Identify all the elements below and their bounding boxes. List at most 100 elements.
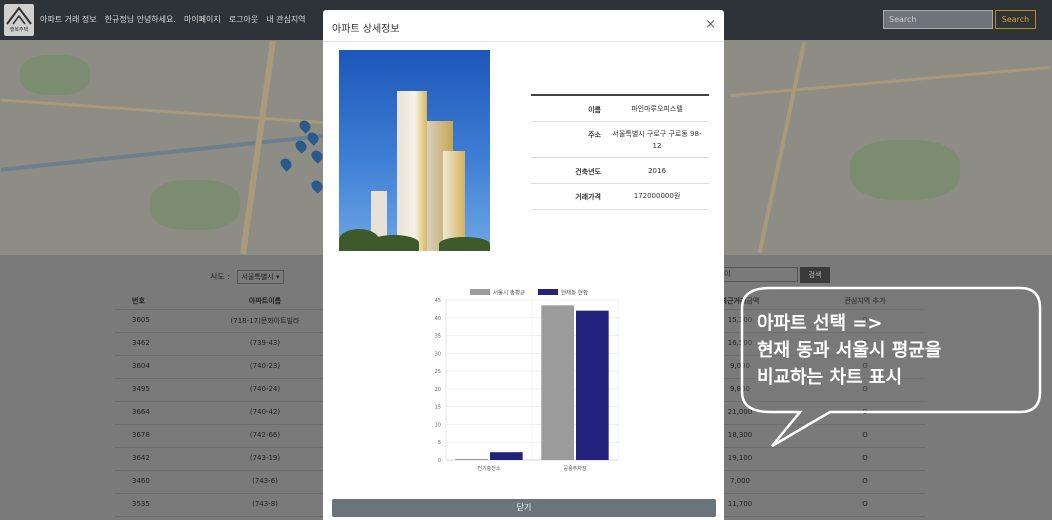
info-value: 2016 [648, 167, 666, 175]
cell-price: 9,000 [729, 362, 751, 370]
callout-line: 비교하는 차트 표시 [757, 367, 903, 388]
y-tick-label: 20 [435, 387, 441, 393]
sido-select[interactable]: 서울특별시 ▾ [236, 270, 285, 284]
callout-text: 아파트 선택 => 현재 동과 서울시 평균을 비교하는 차트 표시 [757, 310, 941, 391]
cell-name: (718-17)문화아트빌라 [230, 317, 300, 325]
apartment-photo [339, 50, 490, 251]
y-tick-label: 45 [435, 298, 441, 304]
modal-title: 아파트 상세정보 [332, 24, 400, 35]
photo-tower [443, 151, 465, 251]
y-tick-label: 0 [438, 458, 441, 464]
info-row-year: 건축년도 2016 [531, 158, 709, 184]
y-tick-label: 30 [435, 351, 441, 357]
bar [576, 310, 609, 460]
house-icon [6, 6, 32, 25]
callout-line: 아파트 선택 => [757, 313, 883, 334]
modal-header: 아파트 상세정보 × [323, 10, 724, 42]
bar [455, 458, 488, 460]
info-value: 파인마루오피스텔 [631, 105, 683, 113]
map-park [850, 140, 960, 200]
close-button[interactable]: 닫기 [332, 499, 716, 517]
cell-fav[interactable]: O [862, 477, 868, 485]
info-value: 172000000원 [633, 192, 681, 200]
cell-name: (740-42) [249, 408, 281, 416]
x-tick-label: 공용주차장 [563, 465, 586, 472]
bar [490, 452, 523, 460]
header-no: 번호 [132, 297, 145, 305]
apt-detail-modal: 아파트 상세정보 × 이름 파인마루오피스텔 주소 서울특별시 구로구 구로동 … [323, 10, 724, 520]
logo-text: 행복주택 [9, 27, 29, 33]
cell-fav[interactable]: O [862, 454, 868, 462]
map-park [20, 55, 90, 95]
cell-name: (740-23) [249, 362, 281, 370]
y-tick-label: 10 [435, 422, 441, 428]
cell-price: 18,300 [727, 431, 753, 439]
cell-no: 3678 [132, 431, 150, 439]
nav-search-input[interactable]: Search [883, 10, 993, 29]
filters: 시도 : 서울특별시 ▾ [210, 270, 285, 284]
apt-search-button[interactable]: 검색 [800, 267, 830, 283]
bar [541, 305, 574, 460]
nav-mypage[interactable]: 마이페이지 [183, 15, 221, 24]
cell-name: (740-24) [249, 385, 281, 393]
photo-tree [369, 235, 419, 251]
nav-links: 아파트 거래 정보 한규정님 안녕하세요. 마이페이지 로그아웃 내 관심지역 [40, 14, 306, 25]
x-tick-label: 전기충전소 [477, 465, 500, 472]
nav-interest-area[interactable]: 내 관심지역 [266, 15, 306, 24]
header-price: 최근거래금액 [720, 297, 760, 305]
info-value: 서울특별시 구로구 구로동 98-12 [612, 130, 702, 150]
legend-label: 서울시 총평균 [493, 289, 525, 297]
cell-name: (739-43) [249, 339, 281, 347]
legend-label: 현재동 현황 [561, 289, 588, 297]
cell-name: (743-19) [249, 454, 281, 462]
cell-fav[interactable]: O [862, 500, 868, 508]
y-tick-label: 40 [435, 316, 441, 322]
cell-price: 15,300 [727, 316, 753, 324]
legend-swatch [470, 289, 490, 295]
cell-name: (743-8) [252, 500, 278, 508]
info-key: 거래가격 [575, 193, 601, 201]
cell-no: 3462 [132, 339, 150, 347]
info-row-address: 주소 서울특별시 구로구 구로동 98-12 [531, 122, 709, 158]
cell-price: 9,800 [729, 385, 751, 393]
nav-search-button[interactable]: Search [995, 10, 1036, 29]
info-key: 건축년도 [575, 168, 601, 176]
cell-price: 16,500 [727, 339, 753, 347]
info-key: 주소 [588, 131, 601, 139]
cell-name: (743-6) [252, 477, 278, 485]
cell-price: 7,000 [729, 477, 751, 485]
cell-no: 3460 [132, 477, 150, 485]
logo[interactable]: 행복주택 [4, 4, 34, 36]
info-row-name: 이름 파인마루오피스텔 [531, 96, 709, 122]
cell-price: 19,100 [727, 454, 753, 462]
cell-name: (742-66) [249, 431, 281, 439]
y-tick-label: 25 [435, 369, 441, 375]
cell-no: 3535 [132, 500, 150, 508]
header-name: 아파트이름 [248, 297, 282, 305]
cell-no: 3605 [132, 316, 150, 324]
cell-no: 3495 [132, 385, 150, 393]
nav-logout[interactable]: 로그아웃 [228, 15, 259, 24]
info-key: 이름 [588, 106, 601, 114]
cell-no: 3664 [132, 408, 150, 416]
cell-no: 3642 [132, 454, 150, 462]
callout-line: 현재 동과 서울시 평균을 [757, 340, 942, 361]
cell-price: 11,700 [727, 500, 753, 508]
sido-label: 시도 : [210, 272, 230, 281]
info-row-price: 거래가격 172000000원 [531, 184, 709, 210]
legend-swatch [538, 289, 558, 295]
photo-tower [397, 91, 427, 251]
sido-select-value: 서울특별시 [241, 273, 274, 281]
y-tick-label: 5 [438, 440, 441, 446]
close-icon[interactable]: × [705, 17, 716, 32]
cell-no: 3604 [132, 362, 150, 370]
comparison-bar-chart: 0 5 10 15 20 25 30 35 40 45 전기충전소 공용주차장 서울시 총평균 현재동 현… [435, 289, 619, 472]
nav-apt-info[interactable]: 아파트 거래 정보 [40, 15, 97, 24]
photo-tree [439, 237, 490, 251]
y-tick-label: 15 [435, 405, 441, 411]
nav-greeting: 한규정님 안녕하세요. [104, 15, 176, 24]
y-tick-label: 35 [435, 334, 441, 340]
cell-price: 21,000 [727, 408, 753, 416]
apt-info-table: 이름 파인마루오피스텔 주소 서울특별시 구로구 구로동 98-12 건축년도 … [531, 94, 709, 210]
map-park [150, 180, 240, 230]
